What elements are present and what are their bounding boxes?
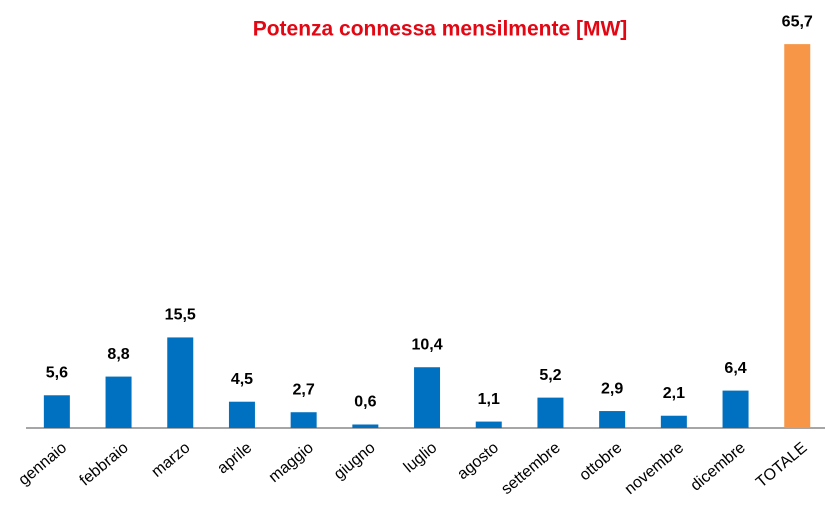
value-label: 6,4 — [724, 360, 746, 377]
value-label: 1,1 — [478, 391, 500, 408]
bar — [352, 424, 379, 428]
bar — [43, 395, 70, 428]
x-tick-label: TOTALE — [753, 439, 810, 491]
bar — [228, 401, 255, 428]
x-tick-label: giugno — [331, 439, 379, 483]
value-label: 2,9 — [601, 380, 623, 397]
chart-title: Potenza connessa mensilmente [MW] — [253, 18, 628, 41]
x-tick-label: ottobre — [576, 439, 625, 484]
x-tick-label: agosto — [454, 439, 502, 483]
x-tick-label: dicembre — [687, 439, 748, 494]
x-tick-label: febbraio — [77, 439, 132, 489]
value-label: 10,4 — [411, 336, 442, 353]
value-label: 2,1 — [663, 385, 685, 402]
value-label: 2,7 — [293, 381, 315, 398]
bar — [537, 397, 564, 428]
x-tick-label: luglio — [401, 439, 441, 476]
value-label: 8,8 — [107, 346, 129, 363]
bar — [414, 367, 441, 428]
bar — [599, 411, 626, 428]
value-label: 4,5 — [231, 371, 253, 388]
value-label: 15,5 — [165, 307, 196, 324]
x-tick-label: gennaio — [16, 439, 71, 489]
x-tick-label: maggio — [266, 439, 317, 486]
bar — [290, 412, 317, 428]
bar — [167, 337, 194, 428]
value-label: 5,6 — [46, 364, 68, 381]
x-tick-label: marzo — [149, 439, 194, 481]
value-label: 0,6 — [354, 394, 376, 411]
bar — [475, 421, 502, 428]
bar — [784, 44, 811, 428]
bar — [105, 376, 132, 428]
value-label: 5,2 — [539, 367, 561, 384]
x-tick-label: novembre — [622, 439, 688, 498]
x-tick-label: settembre — [498, 439, 564, 498]
bar — [722, 390, 749, 428]
x-tick-label: aprile — [214, 439, 255, 477]
bar — [660, 415, 687, 428]
value-label: 65,7 — [782, 13, 813, 30]
